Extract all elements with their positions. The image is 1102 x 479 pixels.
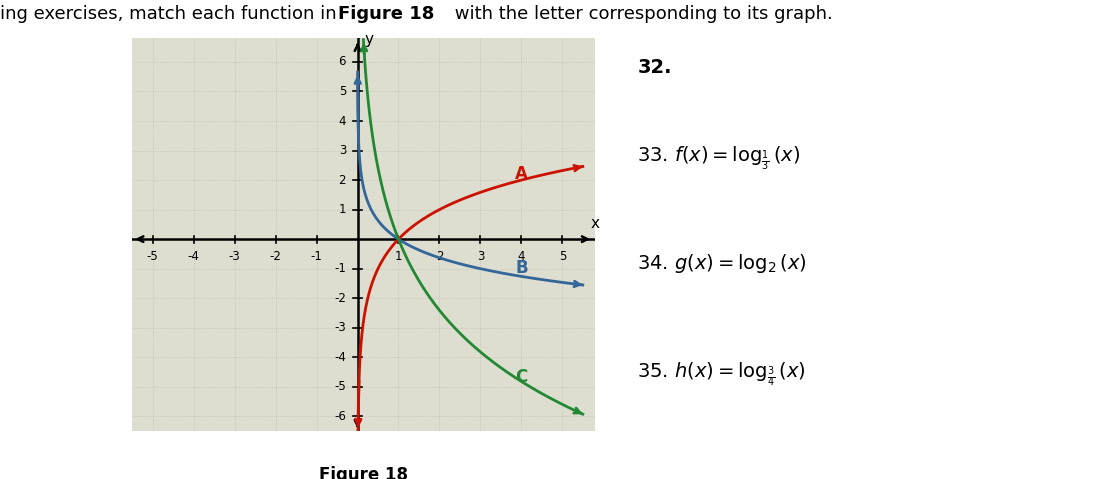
Text: -2: -2 <box>334 292 346 305</box>
Text: 35. $h(x) = \log_{\frac{3}{4}}(x)$: 35. $h(x) = \log_{\frac{3}{4}}(x)$ <box>637 360 807 388</box>
Text: 2: 2 <box>435 251 443 263</box>
Text: -4: -4 <box>334 351 346 364</box>
Text: -4: -4 <box>187 251 199 263</box>
Text: A: A <box>516 165 528 182</box>
Text: -5: -5 <box>147 251 159 263</box>
Text: -1: -1 <box>334 262 346 275</box>
Text: y: y <box>365 32 374 47</box>
Text: 5: 5 <box>559 251 566 263</box>
Text: x: x <box>591 216 599 231</box>
Text: ing exercises, match each function in: ing exercises, match each function in <box>0 5 343 23</box>
Text: -6: -6 <box>334 410 346 423</box>
Text: 3: 3 <box>477 251 484 263</box>
Text: Figure 18: Figure 18 <box>338 5 434 23</box>
Text: with the letter corresponding to its graph.: with the letter corresponding to its gra… <box>449 5 832 23</box>
Text: Figure 18: Figure 18 <box>320 467 408 479</box>
Text: 2: 2 <box>338 173 346 187</box>
Text: 4: 4 <box>518 251 526 263</box>
Text: 1: 1 <box>395 251 402 263</box>
Text: C: C <box>516 368 528 387</box>
Text: 34. $g(x) = \log_{2}(x)$: 34. $g(x) = \log_{2}(x)$ <box>637 252 807 275</box>
Text: 1: 1 <box>338 203 346 216</box>
Text: -3: -3 <box>229 251 240 263</box>
Text: -1: -1 <box>311 251 323 263</box>
Text: 3: 3 <box>338 144 346 157</box>
Text: -3: -3 <box>334 321 346 334</box>
Text: 33. $f(x) = \log_{\frac{1}{3}}(x)$: 33. $f(x) = \log_{\frac{1}{3}}(x)$ <box>637 145 801 172</box>
Text: 32.: 32. <box>637 58 672 78</box>
Text: 6: 6 <box>338 56 346 68</box>
Text: 4: 4 <box>338 114 346 127</box>
Text: B: B <box>516 259 528 277</box>
Text: -2: -2 <box>270 251 281 263</box>
Text: 5: 5 <box>338 85 346 98</box>
Text: -5: -5 <box>334 380 346 393</box>
